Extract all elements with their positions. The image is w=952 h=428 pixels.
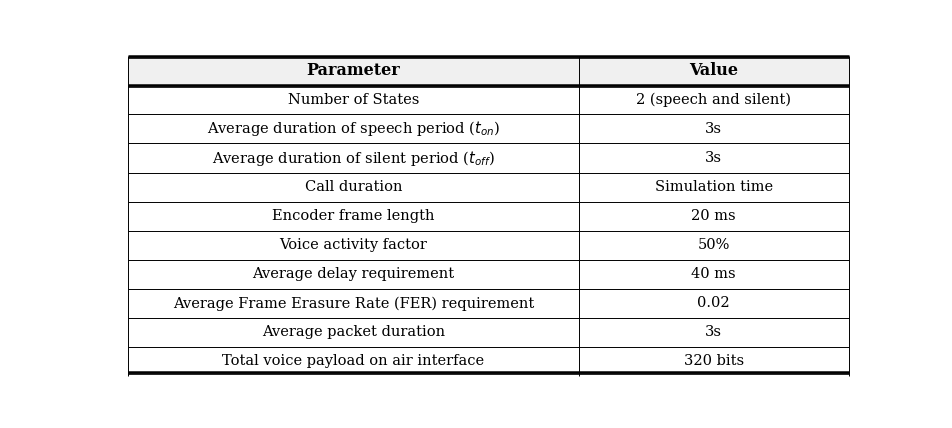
Text: 20 ms: 20 ms — [690, 209, 735, 223]
Text: Voice activity factor: Voice activity factor — [279, 238, 426, 252]
Text: Encoder frame length: Encoder frame length — [271, 209, 434, 223]
Text: Average duration of speech period ($t_{on}$): Average duration of speech period ($t_{o… — [207, 119, 499, 138]
Text: Total voice payload on air interface: Total voice payload on air interface — [222, 354, 484, 369]
Text: 50%: 50% — [697, 238, 729, 252]
Text: Average delay requirement: Average delay requirement — [252, 267, 454, 281]
Text: Simulation time: Simulation time — [654, 180, 772, 194]
Text: Number of States: Number of States — [288, 93, 419, 107]
Text: Average Frame Erasure Rate (FER) requirement: Average Frame Erasure Rate (FER) require… — [172, 296, 533, 311]
Text: 3s: 3s — [704, 325, 722, 339]
Text: 3s: 3s — [704, 122, 722, 136]
Text: Value: Value — [688, 62, 738, 79]
Text: 2 (speech and silent): 2 (speech and silent) — [636, 93, 790, 107]
Text: Average duration of silent period ($t_{off}$): Average duration of silent period ($t_{o… — [211, 149, 494, 167]
Text: 3s: 3s — [704, 151, 722, 165]
Text: 40 ms: 40 ms — [690, 267, 735, 281]
Text: 320 bits: 320 bits — [683, 354, 743, 369]
Bar — [128, 56, 848, 85]
Text: Call duration: Call duration — [305, 180, 402, 194]
Text: 0.02: 0.02 — [697, 296, 729, 310]
Text: Average packet duration: Average packet duration — [262, 325, 445, 339]
Text: Parameter: Parameter — [306, 62, 400, 79]
